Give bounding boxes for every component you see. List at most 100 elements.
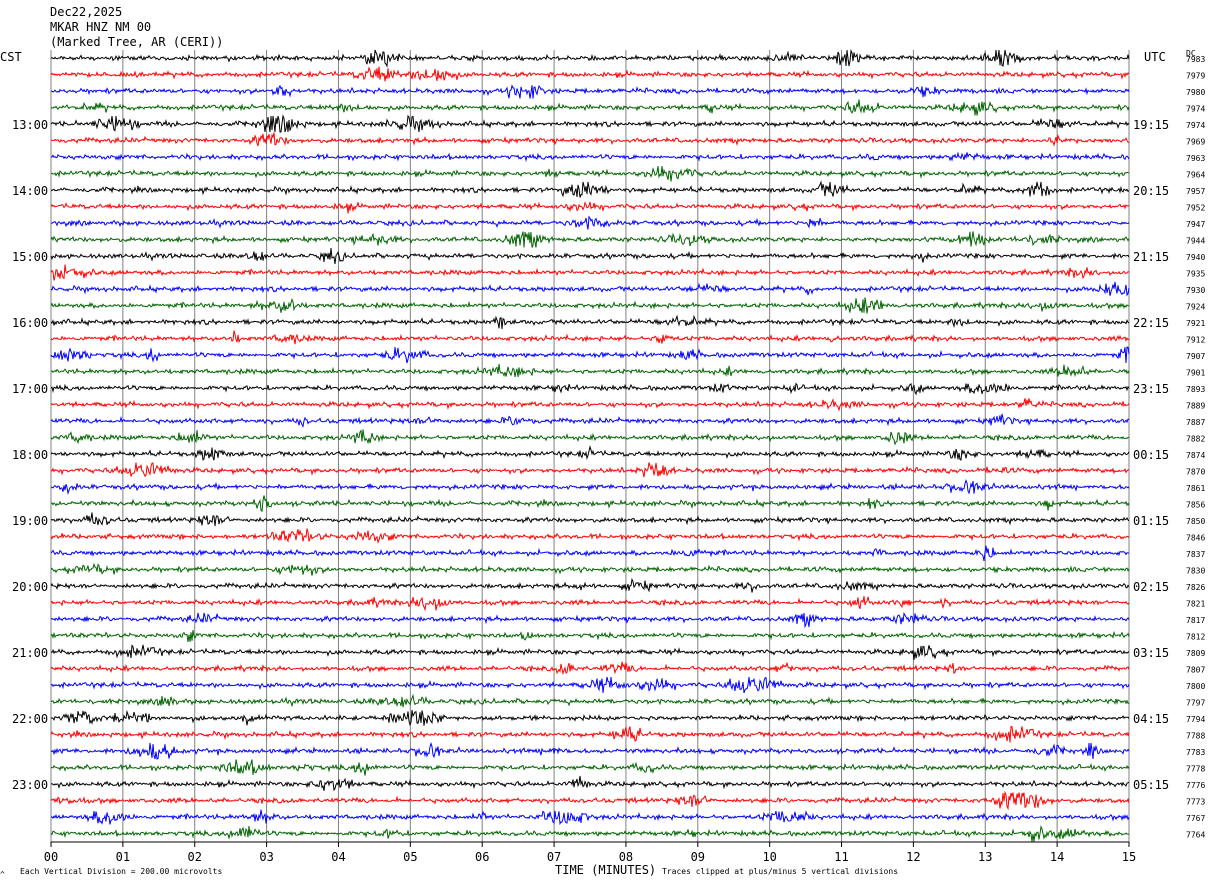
dc-offset-value: 7907 bbox=[1186, 352, 1205, 361]
dc-offset-value: 7830 bbox=[1186, 567, 1205, 576]
right-hour-label: 03:15 bbox=[1133, 646, 1169, 660]
trace-row-26 bbox=[50, 479, 1130, 496]
left-hour-label: 19:00 bbox=[12, 514, 48, 528]
right-hour-label: 22:15 bbox=[1133, 316, 1169, 330]
trace-row-31 bbox=[50, 562, 1130, 576]
trace-row-36 bbox=[50, 644, 1130, 661]
trace-row-11 bbox=[50, 231, 1130, 248]
trace-row-24 bbox=[50, 444, 1130, 461]
trace-row-29 bbox=[50, 528, 1130, 544]
trace-row-45 bbox=[50, 790, 1130, 811]
dc-offset-value: 7797 bbox=[1186, 699, 1205, 708]
dc-offset-value: 7940 bbox=[1186, 253, 1205, 262]
trace-row-22 bbox=[50, 413, 1130, 428]
dc-offset-value: 7856 bbox=[1186, 501, 1205, 510]
x-tick-label: 09 bbox=[691, 850, 705, 864]
trace-row-40 bbox=[50, 709, 1130, 727]
dc-offset-value: 7930 bbox=[1186, 286, 1205, 295]
dc-offset-value: 7807 bbox=[1186, 666, 1205, 675]
trace-row-21 bbox=[50, 398, 1130, 412]
left-hour-label: 20:00 bbox=[12, 580, 48, 594]
trace-row-33 bbox=[50, 596, 1130, 612]
trace-row-25 bbox=[50, 462, 1130, 478]
dc-offset-value: 7800 bbox=[1186, 682, 1205, 691]
x-axis-label: TIME (MINUTES) bbox=[555, 863, 656, 877]
trace-row-32 bbox=[50, 577, 1130, 593]
x-tick-label: 00 bbox=[44, 850, 58, 864]
dc-column-header: DC bbox=[1186, 49, 1196, 58]
trace-row-5 bbox=[50, 132, 1130, 147]
trace-row-4 bbox=[50, 114, 1130, 133]
dc-offset-value: 7974 bbox=[1186, 121, 1205, 130]
x-axis-ticks: 00 01 02 03 04 05 06 07 08 09 10 11 12 13 14 15 bbox=[44, 842, 1136, 864]
dc-offset-value: 7944 bbox=[1186, 237, 1205, 246]
clip-note: Traces clipped at plus/minus 5 vertical … bbox=[662, 867, 898, 876]
x-tick-label: 10 bbox=[762, 850, 776, 864]
right-hour-label: 05:15 bbox=[1133, 778, 1169, 792]
dc-offset-value: 7846 bbox=[1186, 534, 1205, 543]
dc-offset-value: 7952 bbox=[1186, 204, 1205, 213]
dc-offset-value: 7921 bbox=[1186, 319, 1205, 328]
trace-row-37 bbox=[50, 661, 1130, 676]
x-tick-label: 11 bbox=[834, 850, 848, 864]
division-note: Each Vertical Division = 200.00 microvol… bbox=[20, 867, 222, 876]
trace-row-0 bbox=[50, 49, 1130, 68]
right-hour-label: 19:15 bbox=[1133, 118, 1169, 132]
dc-offset-value: 7901 bbox=[1186, 369, 1205, 378]
station-location: (Marked Tree, AR (CERI)) bbox=[50, 35, 223, 49]
left-hour-label: 23:00 bbox=[12, 778, 48, 792]
trace-row-43 bbox=[50, 759, 1130, 776]
trace-row-38 bbox=[50, 676, 1130, 694]
trace-row-39 bbox=[50, 693, 1130, 708]
right-hour-label: 00:15 bbox=[1133, 448, 1169, 462]
trace-row-19 bbox=[50, 363, 1130, 378]
trace-row-2 bbox=[50, 84, 1130, 99]
right-timezone-label: UTC bbox=[1144, 50, 1166, 64]
dc-offset-value: 7809 bbox=[1186, 649, 1205, 658]
trace-row-44 bbox=[50, 775, 1130, 792]
dc-offset-value: 7947 bbox=[1186, 220, 1205, 229]
trace-row-16 bbox=[50, 314, 1130, 330]
dc-offset-value: 7778 bbox=[1186, 765, 1205, 774]
dc-offset-value: 7912 bbox=[1186, 336, 1205, 345]
left-hour-labels: 13:00 14:00 15:00 16:00 17:00 18:00 19:00 20:00… bbox=[12, 118, 48, 792]
x-tick-label: 01 bbox=[116, 850, 130, 864]
dc-offset-value: 7870 bbox=[1186, 468, 1205, 477]
dc-offset-value: 7983 bbox=[1186, 55, 1205, 64]
left-hour-label: 14:00 bbox=[12, 184, 48, 198]
right-hour-label: 21:15 bbox=[1133, 250, 1169, 264]
trace-row-14 bbox=[50, 281, 1130, 297]
dc-offset-value: 7821 bbox=[1186, 600, 1205, 609]
station-code: MKAR HNZ NM 00 bbox=[50, 20, 151, 34]
dc-offset-value: 7935 bbox=[1186, 270, 1205, 279]
dc-offset-value: 7773 bbox=[1186, 798, 1205, 807]
trace-row-6 bbox=[51, 151, 1130, 163]
trace-row-18 bbox=[50, 346, 1130, 364]
trace-row-20 bbox=[50, 382, 1130, 396]
minute-grid bbox=[50, 50, 1130, 843]
trace-row-42 bbox=[50, 741, 1130, 760]
corner-mark: ^ bbox=[0, 870, 5, 879]
trace-row-8 bbox=[50, 180, 1130, 198]
right-hour-label: 23:15 bbox=[1133, 382, 1169, 396]
x-tick-label: 06 bbox=[475, 850, 489, 864]
dc-offset-value: 7887 bbox=[1186, 418, 1205, 427]
dc-offset-value: 7963 bbox=[1186, 154, 1205, 163]
trace-row-47 bbox=[50, 825, 1130, 842]
right-hour-label: 20:15 bbox=[1133, 184, 1169, 198]
trace-row-30 bbox=[50, 545, 1130, 562]
dc-offset-value: 7764 bbox=[1186, 831, 1205, 840]
left-hour-label: 21:00 bbox=[12, 646, 48, 660]
right-hour-labels: 19:15 20:15 21:15 22:15 23:15 00:15 01:15 02:15… bbox=[1133, 118, 1169, 792]
trace-row-17 bbox=[50, 330, 1130, 345]
x-tick-label: 03 bbox=[259, 850, 273, 864]
dc-offset-value: 7850 bbox=[1186, 517, 1205, 526]
x-tick-label: 08 bbox=[619, 850, 633, 864]
dc-offset-value: 7882 bbox=[1186, 435, 1205, 444]
dc-offset-value: 7924 bbox=[1186, 303, 1205, 312]
trace-row-1 bbox=[50, 66, 1130, 82]
dc-offset-value: 7980 bbox=[1186, 88, 1205, 97]
trace-row-13 bbox=[50, 264, 1130, 281]
trace-row-15 bbox=[50, 297, 1129, 314]
trace-row-7 bbox=[50, 166, 1130, 182]
